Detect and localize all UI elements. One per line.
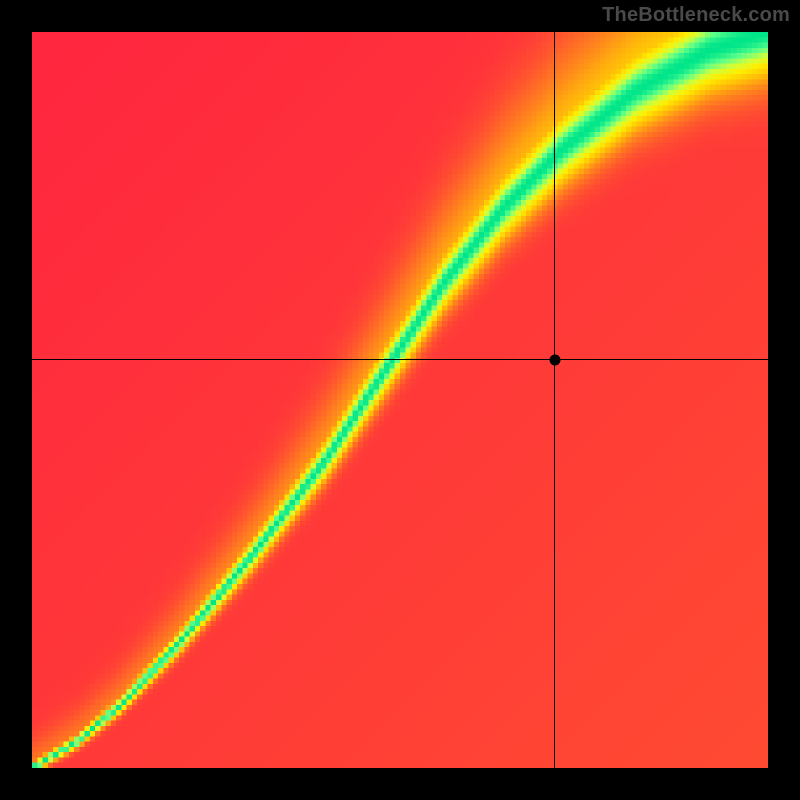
heatmap-canvas: [32, 32, 768, 768]
plot-area: [32, 32, 768, 768]
watermark-text: TheBottleneck.com: [602, 4, 790, 27]
marker-dot: [549, 354, 560, 365]
crosshair-vertical: [554, 32, 555, 768]
chart-frame: { "watermark": { "text": "TheBottleneck.…: [0, 0, 800, 800]
crosshair-horizontal: [32, 359, 768, 360]
